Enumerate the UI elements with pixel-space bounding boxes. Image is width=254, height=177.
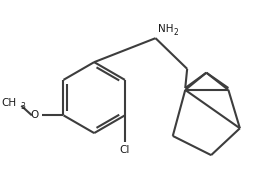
Text: CH: CH bbox=[1, 98, 17, 108]
Text: 3: 3 bbox=[20, 102, 25, 111]
Text: Cl: Cl bbox=[120, 145, 130, 155]
Text: NH: NH bbox=[158, 24, 174, 34]
Text: O: O bbox=[30, 110, 39, 120]
Text: 2: 2 bbox=[174, 28, 179, 37]
